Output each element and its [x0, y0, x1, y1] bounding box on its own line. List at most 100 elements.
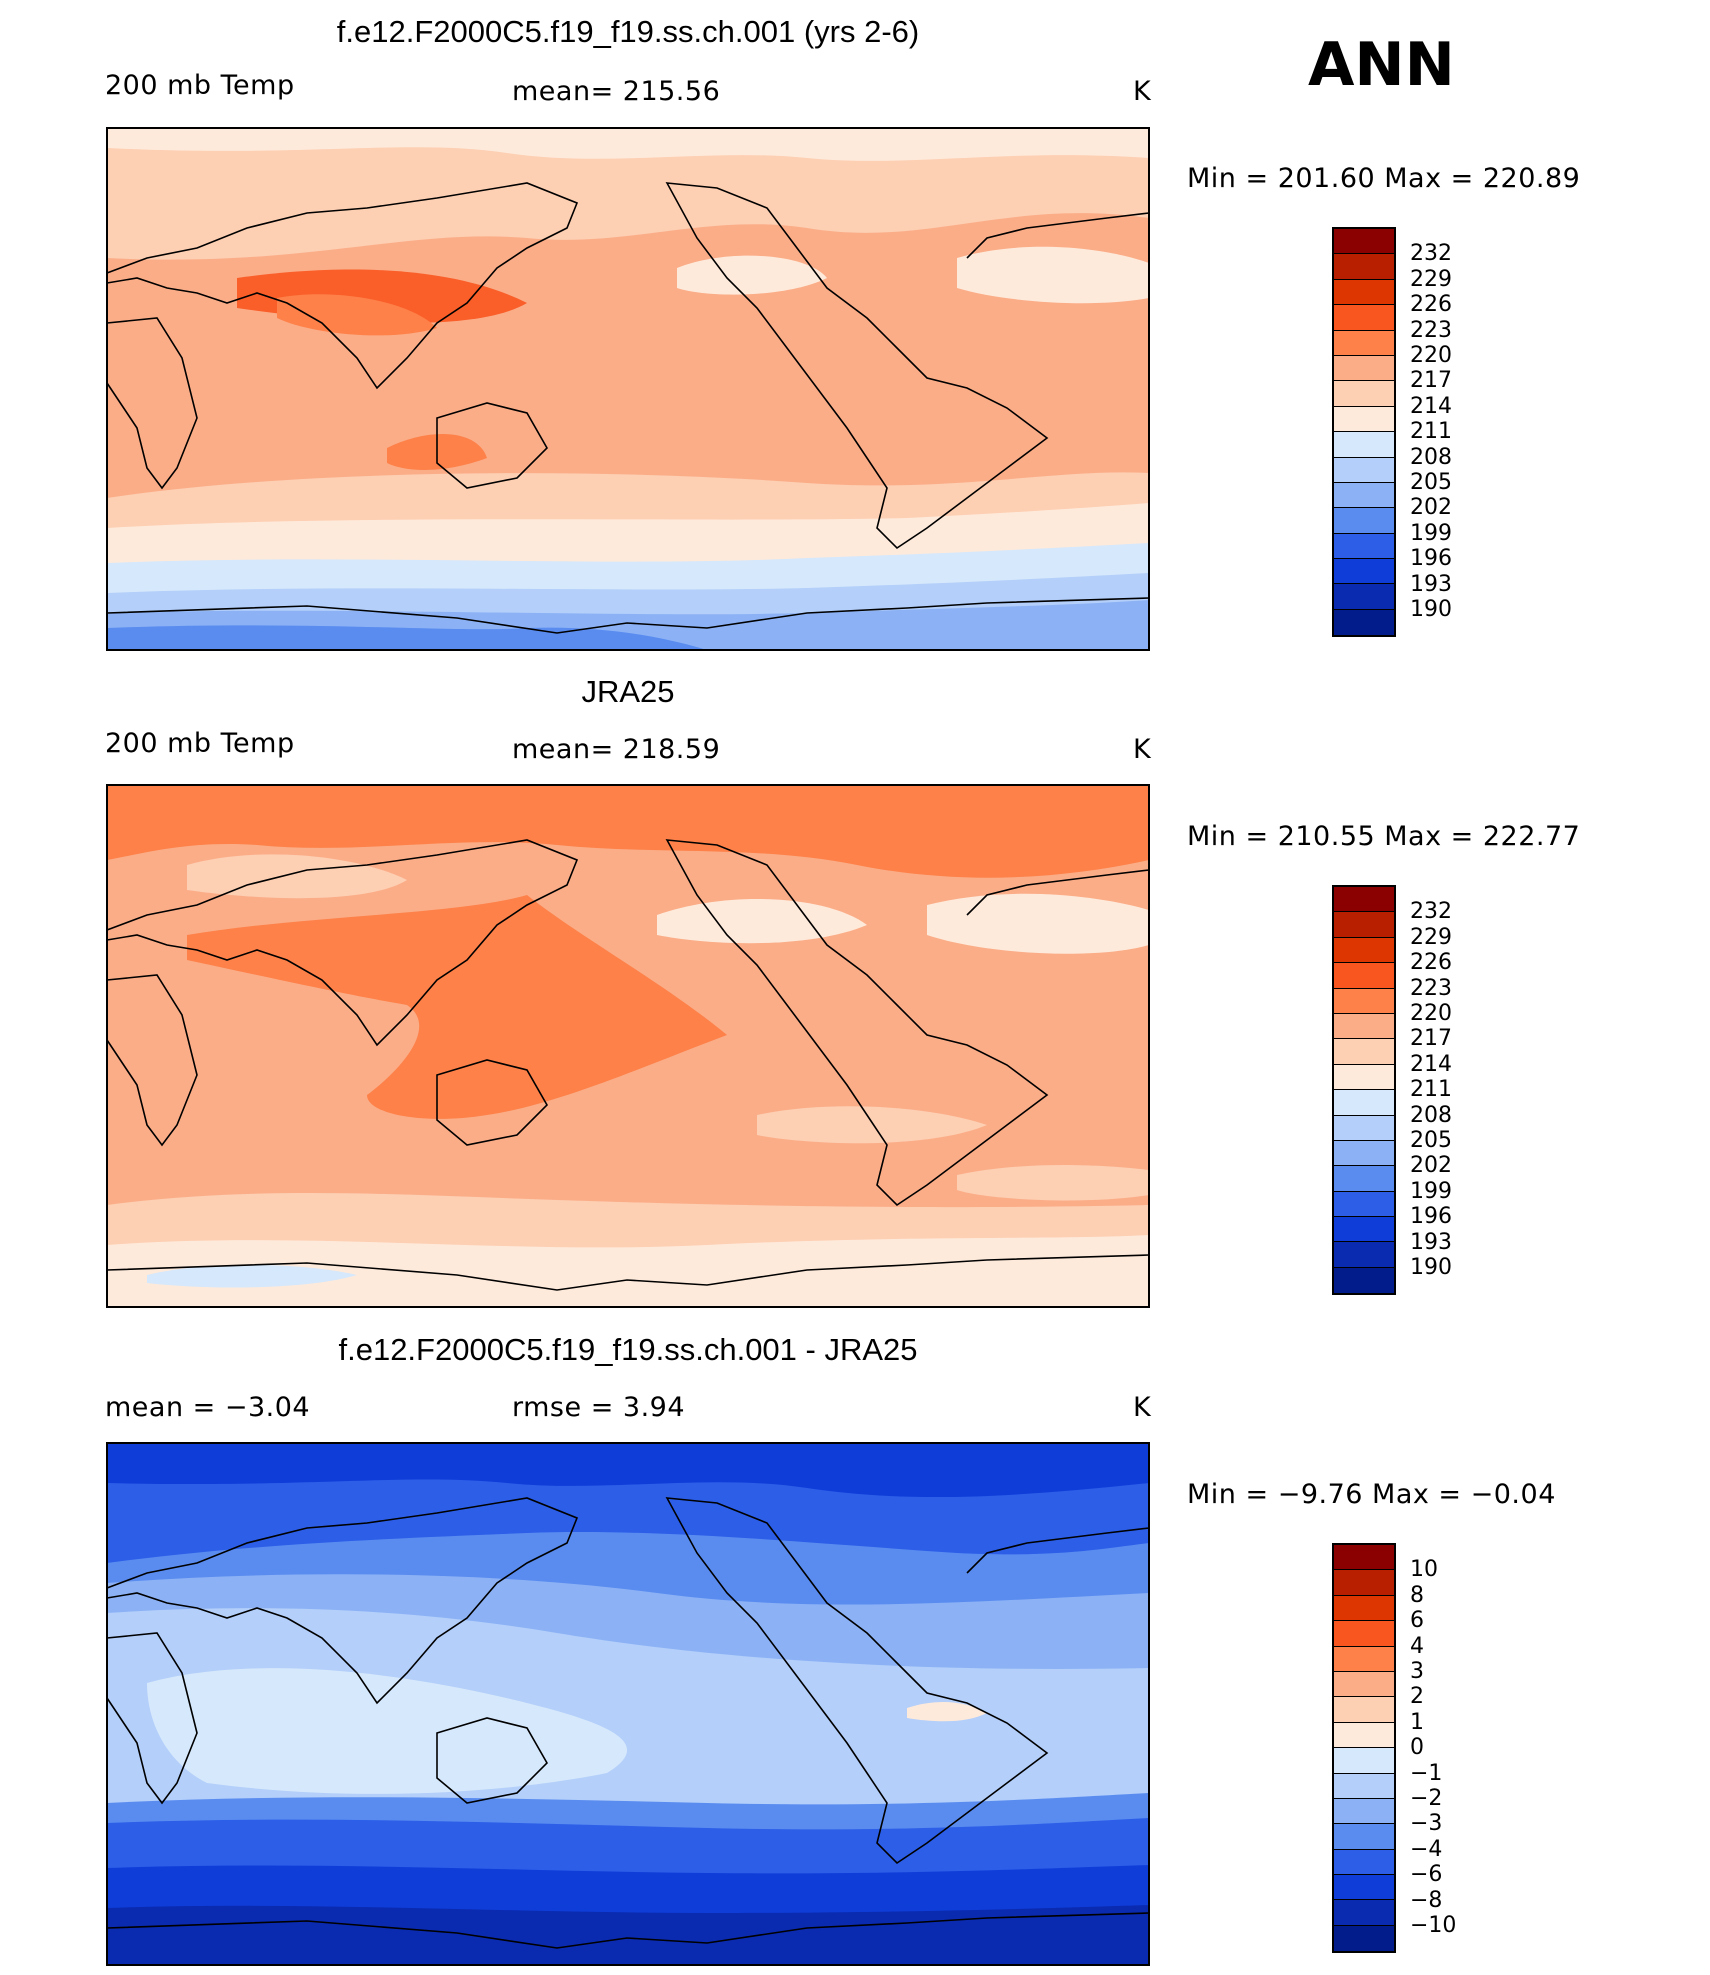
- panel-2-field-natl-cool: [927, 893, 1149, 954]
- colorbar-tick-label: −6: [1410, 1862, 1443, 1888]
- colorbar-tick-label: 211: [1410, 419, 1452, 445]
- colorbar-swatch: [1334, 1748, 1394, 1774]
- colorbar-tick-label: 226: [1410, 292, 1452, 318]
- colorbar-swatch: [1334, 559, 1394, 585]
- panel-3-mean-label: mean = −3.04: [105, 1392, 311, 1423]
- colorbar-swatch: [1334, 1697, 1394, 1723]
- colorbar-tick-label: 214: [1410, 1051, 1452, 1077]
- colorbar-swatch: [1334, 1925, 1394, 1952]
- colorbar-swatch: [1334, 1090, 1394, 1116]
- colorbar-tick-label: 193: [1410, 571, 1452, 597]
- panel-3-map-frame: [106, 1442, 1150, 1966]
- panel-3-minmax: Min = −9.76 Max = −0.04: [1187, 1479, 1556, 1510]
- colorbar-tick-label: 232: [1410, 241, 1452, 267]
- panel-2-mean-label: mean= 218.59: [512, 734, 721, 765]
- colorbar-tick-label: 214: [1410, 393, 1452, 419]
- colorbar-swatch: [1334, 1621, 1394, 1647]
- colorbar-tick-label: 10: [1410, 1557, 1438, 1583]
- colorbar-swatch: [1334, 609, 1394, 636]
- panel-3-rmse-label: rmse = 3.94: [512, 1392, 686, 1423]
- colorbar-swatch: [1334, 1773, 1394, 1799]
- colorbar-swatch: [1334, 355, 1394, 382]
- panel-1-map-frame: [106, 127, 1150, 651]
- colorbar-swatch: [1334, 1798, 1394, 1825]
- colorbar-swatch: [1334, 912, 1394, 938]
- panel-1-field-natl-cool: [957, 246, 1149, 304]
- panel-2-field-antarctic-cool: [147, 1264, 357, 1288]
- colorbar-tick-label: 232: [1410, 899, 1452, 925]
- colorbar-swatch: [1334, 533, 1394, 560]
- panel-2-field-arctic-warm: [107, 785, 1149, 878]
- colorbar-swatch: [1334, 330, 1394, 356]
- panel-1-title: f.e12.F2000C5.f19_f19.ss.ch.001 (yrs 2-6…: [336, 14, 920, 49]
- colorbar-swatch: [1334, 1140, 1394, 1167]
- colorbar-tick-label: 3: [1410, 1659, 1424, 1684]
- panel-3-field-zero-contour: [907, 1701, 987, 1722]
- colorbar-tick-label: 205: [1410, 470, 1452, 495]
- colorbar-tick-label: 229: [1410, 924, 1452, 950]
- panel-2-units: K: [1133, 734, 1152, 765]
- panel-2-map: [106, 784, 1150, 1308]
- panel-2-field-antarctic: [107, 1235, 1149, 1307]
- panel-2-minmax: Min = 210.55 Max = 222.77: [1187, 821, 1581, 852]
- colorbar-swatch: [1334, 1166, 1394, 1192]
- colorbar-tick-label: 196: [1410, 1204, 1452, 1230]
- panel-2-coastlines: [106, 839, 1150, 1291]
- panel-3-units: K: [1133, 1392, 1152, 1423]
- colorbar-swatch: [1334, 1115, 1394, 1141]
- colorbar-tick-label: 202: [1410, 495, 1452, 521]
- panel-3-coastlines: [106, 1497, 1150, 1949]
- panel-1-field-north-band: [107, 128, 1149, 260]
- colorbar-tick-label: −2: [1410, 1786, 1443, 1811]
- colorbar-tick-label: 202: [1410, 1153, 1452, 1179]
- panel-2-variable-label: 200 mb Temp: [105, 728, 295, 759]
- colorbar-swatch: [1334, 1267, 1394, 1294]
- panel-1-map: [106, 127, 1150, 651]
- colorbar-tick-label: 190: [1410, 1255, 1452, 1280]
- colorbar-tick-label: 208: [1410, 1102, 1452, 1128]
- panel-2-field-sh-cool-1: [757, 1106, 987, 1144]
- colorbar-swatch: [1334, 1595, 1394, 1622]
- panel-3-field-antarctic: [107, 1905, 1149, 1965]
- colorbar-swatch: [1334, 1900, 1394, 1926]
- colorbar-swatch: [1334, 1013, 1394, 1040]
- colorbar-swatch: [1334, 963, 1394, 989]
- panel-1-field-tibet: [277, 294, 437, 336]
- colorbar-swatch: [1334, 381, 1394, 407]
- panel-3-map: [106, 1442, 1150, 1966]
- colorbar-tick-label: 223: [1410, 975, 1452, 1001]
- colorbar-swatch: [1334, 1722, 1394, 1749]
- colorbar-tick-label: 4: [1410, 1633, 1424, 1659]
- colorbar-swatch: [1334, 1064, 1394, 1091]
- panel-3-field-warm-pool: [147, 1668, 628, 1794]
- colorbar-tick-label: 229: [1410, 266, 1452, 292]
- colorbar-swatch: [1334, 254, 1394, 280]
- colorbar-swatch: [1334, 1849, 1394, 1876]
- colorbar-tick-label: 217: [1410, 1026, 1452, 1052]
- colorbar-tick-label: 199: [1410, 1178, 1452, 1204]
- colorbar-tick-label: 6: [1410, 1608, 1424, 1634]
- colorbar-tick-label: 199: [1410, 520, 1452, 546]
- colorbar-tick-label: −1: [1410, 1760, 1443, 1786]
- panel-3-colorbar: [1332, 1543, 1396, 1954]
- panel-2-field-npac-cool: [657, 898, 867, 944]
- colorbar-tick-label: 190: [1410, 597, 1452, 622]
- panel-1-field-antarctic-4: [107, 625, 707, 650]
- panel-3-title: f.e12.F2000C5.f19_f19.ss.ch.001 - JRA25: [338, 1332, 918, 1367]
- panel-1-coastlines: [106, 182, 1150, 634]
- colorbar-tick-label: 193: [1410, 1229, 1452, 1255]
- panel-2-title: JRA25: [581, 674, 675, 709]
- colorbar-tick-label: 217: [1410, 368, 1452, 394]
- colorbar-swatch: [1334, 406, 1394, 433]
- panel-2-field-tropical-warm: [187, 895, 727, 1119]
- colorbar-swatch: [1334, 1039, 1394, 1065]
- colorbar-swatch: [1334, 1191, 1394, 1218]
- panel-1-units: K: [1133, 76, 1152, 107]
- colorbar-tick-label: 223: [1410, 317, 1452, 343]
- colorbar-swatch: [1334, 1545, 1394, 1571]
- panel-1-minmax: Min = 201.60 Max = 220.89: [1187, 163, 1581, 194]
- colorbar-tick-label: 226: [1410, 950, 1452, 976]
- panel-1-field-arctic: [107, 128, 1149, 161]
- colorbar-tick-label: 220: [1410, 343, 1452, 368]
- colorbar-swatch: [1334, 508, 1394, 534]
